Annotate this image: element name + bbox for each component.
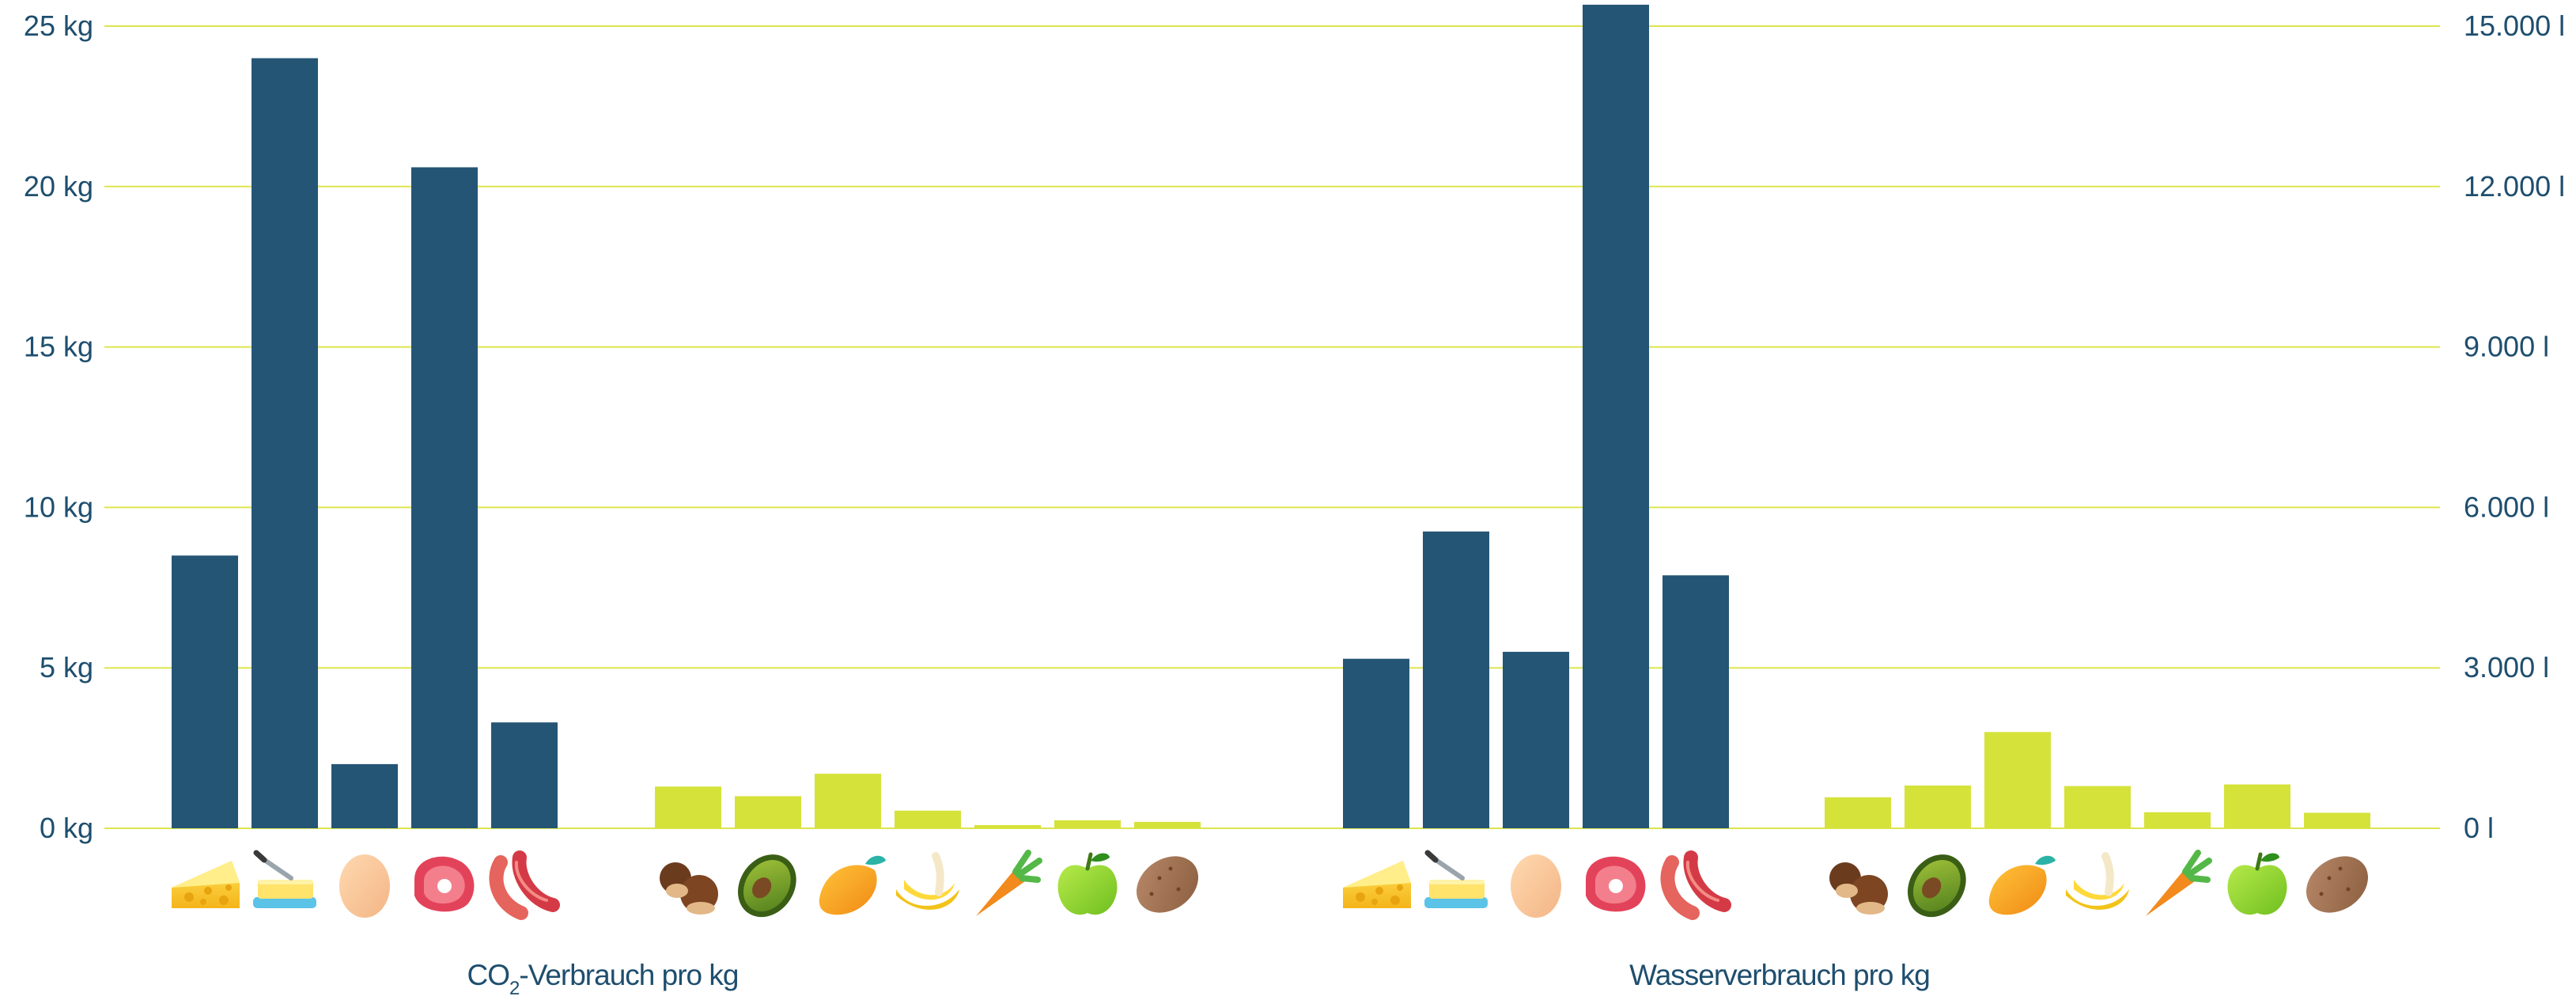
carrot-icon	[976, 850, 1042, 916]
bar-cheese	[172, 555, 238, 828]
y-tick-label-water: 12.000 l	[2464, 170, 2565, 203]
egg-icon	[1511, 854, 1561, 918]
y-tick-label-water: 9.000 l	[2464, 331, 2549, 363]
banana-icon	[2066, 852, 2129, 910]
bar-butter	[1423, 531, 1489, 828]
bar-cheese	[1343, 658, 1409, 828]
bar-chestnut	[1825, 797, 1891, 828]
carrot-icon	[2146, 850, 2212, 916]
y-tick-label-co2: 20 kg	[24, 170, 93, 203]
bar-sausage	[1662, 575, 1729, 828]
bar-potato	[1134, 821, 1201, 828]
apple-icon	[1057, 852, 1118, 915]
bar-egg	[1503, 651, 1569, 828]
y-tick-label-co2: 5 kg	[40, 651, 93, 684]
bar-sausage	[491, 722, 558, 828]
category-icons	[172, 850, 2368, 920]
bar-mango	[815, 774, 881, 828]
potato-icon	[1137, 856, 1198, 913]
avocado-icon	[1908, 854, 1966, 918]
butter-icon	[253, 850, 316, 908]
cheese-icon	[172, 861, 240, 908]
bar-banana	[2064, 786, 2131, 828]
y-tick-label-co2: 25 kg	[24, 9, 93, 42]
y-tick-label-co2: 0 kg	[40, 812, 93, 844]
y-tick-label-co2: 10 kg	[24, 490, 93, 523]
avocado-icon	[738, 854, 796, 918]
y-tick-label-water: 15.000 l	[2464, 9, 2565, 42]
beef-icon	[414, 856, 475, 912]
bar-butter	[252, 58, 318, 828]
y-tick-label-water: 6.000 l	[2464, 490, 2549, 523]
chestnut-icon	[660, 862, 718, 915]
mango-icon	[1988, 855, 2056, 915]
mango-icon	[819, 855, 886, 915]
y-tick-label-co2: 15 kg	[24, 331, 93, 363]
y-tick-label-water: 3.000 l	[2464, 651, 2549, 684]
y-tick-label-water: 0 l	[2464, 812, 2494, 844]
bar-carrot	[974, 824, 1041, 828]
bar-mango	[1984, 732, 2051, 828]
sausage-icon	[1660, 850, 1731, 920]
bar-carrot	[2144, 812, 2211, 828]
bars	[172, 4, 2370, 829]
bar-avocado	[735, 796, 801, 828]
bar-avocado	[1905, 785, 1971, 828]
bar-beef	[411, 167, 478, 829]
egg-icon	[339, 854, 390, 918]
butter-icon	[1424, 850, 1488, 908]
y-axis-ticks: 0 kg 5 kg 10 kg 15 kg 20 kg 25 kg 0 l 3.000 l 6.…	[24, 9, 2565, 844]
sausage-icon	[489, 850, 560, 920]
chestnut-icon	[1829, 862, 1888, 915]
bar-egg	[331, 763, 398, 828]
bar-apple	[2224, 784, 2290, 828]
bar-chestnut	[655, 786, 721, 828]
x-axis-label-co2: CO2-Verbrauch pro kg	[467, 959, 739, 996]
cheese-icon	[1343, 861, 1411, 908]
potato-icon	[2306, 856, 2368, 913]
apple-icon	[2227, 852, 2287, 915]
bar-apple	[1054, 820, 1121, 828]
beef-icon	[1586, 856, 1646, 912]
bar-banana	[895, 810, 961, 828]
bar-beef	[1583, 4, 1649, 829]
banana-icon	[896, 852, 959, 910]
x-axis-label-water: Wasserverbrauch pro kg	[1629, 959, 1930, 991]
bar-potato	[2304, 812, 2370, 828]
